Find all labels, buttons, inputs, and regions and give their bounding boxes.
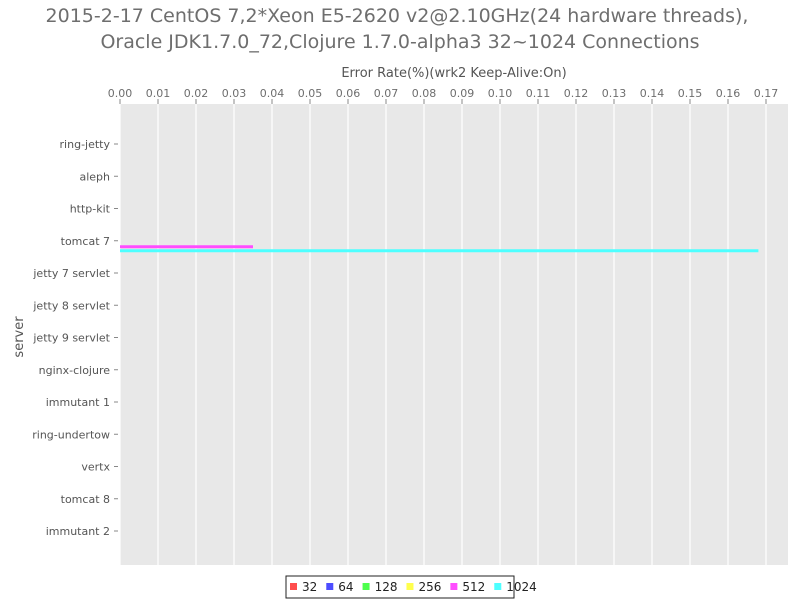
x-tick-label: 0.13	[602, 87, 627, 100]
legend: 32 64 128 256 512 1024	[285, 575, 537, 599]
x-axis-title: Error Rate(%)(wrk2 Keep-Alive:On)	[341, 66, 566, 81]
x-tick-label: 0.02	[184, 87, 209, 100]
x-tick-label: 0.07	[374, 87, 399, 100]
legend-swatch-128	[362, 583, 370, 590]
category-label: immutant 1	[46, 396, 110, 409]
x-tick-label: 0.16	[716, 87, 741, 100]
x-tick-label: 0.06	[336, 87, 361, 100]
category-label: jetty 9 servlet	[32, 332, 110, 345]
x-tick-label: 0.09	[450, 87, 475, 100]
legend-label-64: 64	[338, 580, 353, 594]
category-label: jetty 7 servlet	[32, 267, 110, 280]
plot-background	[120, 104, 788, 565]
chart-title-line-2: Oracle JDK1.7.0_72,Clojure 1.7.0-alpha3 …	[100, 31, 699, 53]
x-tick-label: 0.00	[108, 87, 133, 100]
category-label: ring-undertow	[32, 428, 110, 441]
category-label: http-kit	[70, 203, 111, 216]
x-tick-label: 0.12	[564, 87, 589, 100]
legend-swatch-32	[290, 583, 297, 590]
chart-title-line-1: 2015-2-17 CentOS 7,2*Xeon E5-2620 v2@2.1…	[46, 5, 749, 27]
category-label: tomcat 8	[61, 493, 110, 506]
x-axis: 0.00 0.01 0.02 0.03 0.04 0.05 0.06 0.07 0.08 0.09…	[108, 87, 779, 104]
x-tick-label: 0.03	[222, 87, 247, 100]
bar-1024-tomcat-7	[120, 249, 759, 253]
legend-swatch-1024	[494, 583, 502, 590]
category-label: aleph	[79, 170, 110, 183]
legend-label-32: 32	[302, 580, 317, 594]
bar-512-tomcat-7	[120, 245, 253, 249]
legend-label-128: 128	[375, 580, 398, 594]
y-axis: ring-jetty aleph http-kit tomcat 7 jetty 7 s…	[32, 138, 118, 538]
x-tick-label: 0.14	[640, 87, 665, 100]
x-tick-label: 0.17	[754, 87, 779, 100]
x-tick-label: 0.05	[298, 87, 323, 100]
legend-box	[285, 575, 515, 599]
bars	[120, 245, 759, 253]
grid-lines	[119, 104, 767, 565]
x-tick-label: 0.04	[260, 87, 285, 100]
category-label: immutant 2	[46, 525, 110, 538]
legend-swatch-256	[406, 583, 414, 590]
x-tick-label: 0.10	[488, 87, 513, 100]
x-tick-label: 0.15	[678, 87, 703, 100]
category-label: tomcat 7	[61, 235, 110, 248]
legend-label-512: 512	[462, 580, 485, 594]
category-label: jetty 8 servlet	[32, 299, 110, 312]
legend-swatch-512	[450, 583, 458, 590]
category-label: vertx	[81, 461, 110, 474]
legend-label-1024: 1024	[506, 580, 537, 594]
x-tick-label: 0.11	[526, 87, 551, 100]
x-tick-label: 0.01	[146, 87, 171, 100]
legend-label-256: 256	[418, 580, 441, 594]
category-label: nginx-clojure	[39, 364, 111, 377]
legend-swatch-64	[326, 583, 334, 590]
y-axis-title: server	[12, 316, 27, 358]
x-tick-label: 0.08	[412, 87, 437, 100]
category-label: ring-jetty	[60, 138, 111, 151]
